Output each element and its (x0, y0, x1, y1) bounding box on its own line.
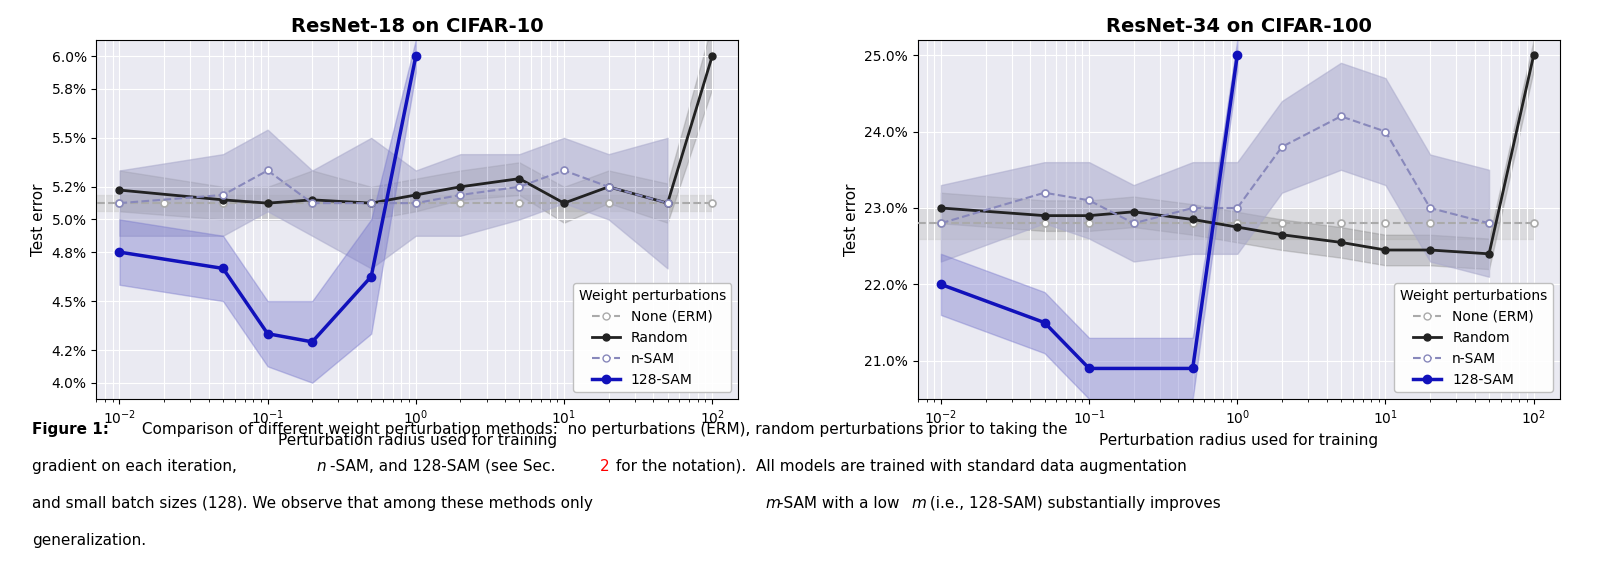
Text: m: m (911, 496, 926, 511)
Text: n: n (317, 459, 326, 474)
Text: for the notation).  All models are trained with standard data augmentation: for the notation). All models are traine… (611, 459, 1186, 474)
Text: generalization.: generalization. (32, 533, 146, 548)
Text: Figure 1:: Figure 1: (32, 422, 109, 437)
Text: m: m (765, 496, 779, 511)
Text: and small batch sizes (128). We observe that among these methods only: and small batch sizes (128). We observe … (32, 496, 598, 511)
Y-axis label: Test error: Test error (844, 183, 858, 256)
Title: ResNet-34 on CIFAR-100: ResNet-34 on CIFAR-100 (1106, 17, 1371, 35)
Y-axis label: Test error: Test error (31, 183, 47, 256)
Title: ResNet-18 on CIFAR-10: ResNet-18 on CIFAR-10 (291, 17, 543, 35)
Text: Comparison of different weight perturbation methods:  no perturbations (ERM), ra: Comparison of different weight perturbat… (137, 422, 1067, 437)
Text: -SAM with a low: -SAM with a low (778, 496, 905, 511)
X-axis label: Perturbation radius used for training: Perturbation radius used for training (278, 433, 556, 448)
Legend: None (ERM), Random, n-SAM, 128-SAM: None (ERM), Random, n-SAM, 128-SAM (1393, 283, 1552, 392)
Text: (i.e., 128-SAM) substantially improves: (i.e., 128-SAM) substantially improves (924, 496, 1220, 511)
X-axis label: Perturbation radius used for training: Perturbation radius used for training (1099, 433, 1377, 448)
Text: 2: 2 (599, 459, 609, 474)
Text: -SAM, and 128-SAM (see Sec.: -SAM, and 128-SAM (see Sec. (329, 459, 559, 474)
Text: gradient on each iteration,: gradient on each iteration, (32, 459, 241, 474)
Legend: None (ERM), Random, n-SAM, 128-SAM: None (ERM), Random, n-SAM, 128-SAM (572, 283, 731, 392)
